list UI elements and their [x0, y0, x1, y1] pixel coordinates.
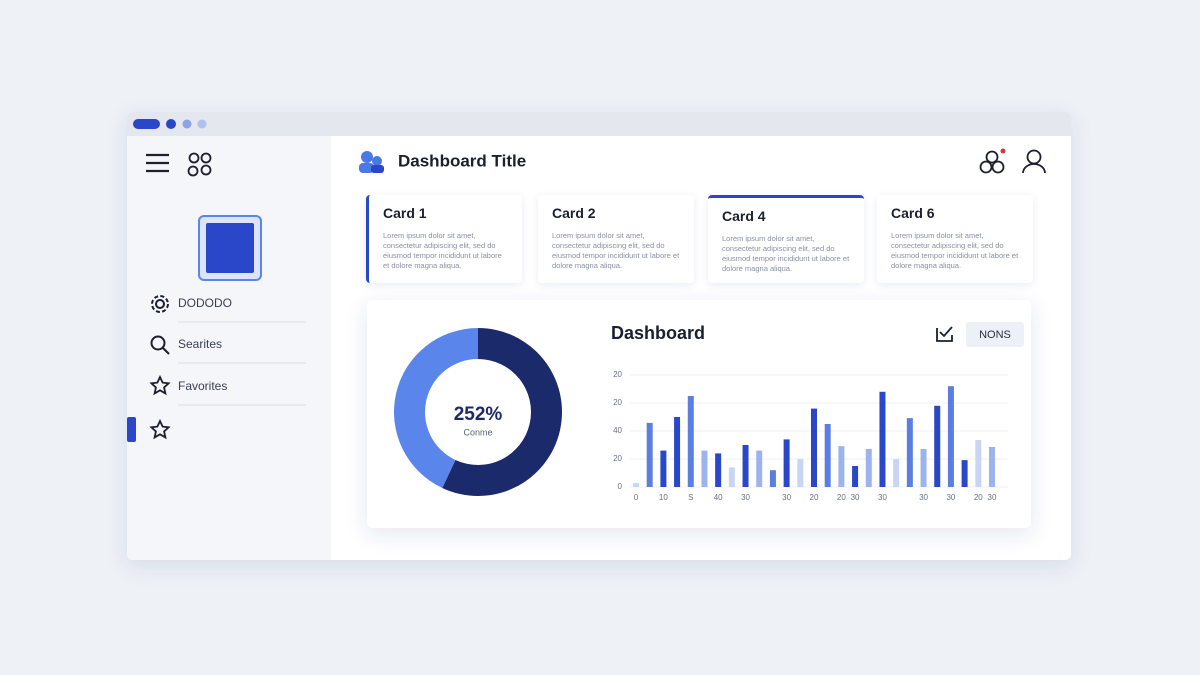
- card-title: Card 6: [891, 205, 935, 221]
- team-button[interactable]: [979, 150, 1005, 174]
- y-tick-label: 40: [613, 426, 622, 435]
- panel-title: Dashboard: [611, 323, 705, 343]
- x-tick-label: 40: [714, 493, 723, 502]
- x-tick-label: 30: [919, 493, 928, 502]
- x-tick-label: 30: [782, 493, 791, 502]
- bar: [852, 466, 859, 487]
- bar: [838, 446, 845, 487]
- donut-label: Conme: [463, 427, 492, 437]
- search-icon[interactable]: [150, 335, 170, 355]
- x-tick-label: 10: [659, 493, 668, 502]
- bar: [947, 386, 954, 487]
- favorites-icon[interactable]: [149, 374, 171, 396]
- x-tick-label: 20: [837, 493, 846, 502]
- notification-dot: [1000, 148, 1006, 154]
- x-tick-label: 30: [851, 493, 860, 502]
- donut-segment: [394, 328, 478, 489]
- bar: [783, 439, 790, 487]
- menu-button[interactable]: [146, 153, 169, 173]
- card-text: Lorem ipsum dolor sit amet, consectetur …: [891, 231, 1019, 270]
- y-tick-label: 20: [613, 454, 622, 463]
- title-bar: [127, 112, 1071, 136]
- nav-item[interactable]: DODODO: [178, 296, 232, 310]
- bar: [742, 445, 749, 487]
- settings-icon[interactable]: [151, 295, 169, 313]
- x-tick-label: 20: [974, 493, 983, 502]
- bar: [920, 448, 927, 487]
- logo: [206, 223, 254, 273]
- bar: [879, 391, 886, 487]
- profile-button[interactable]: [1022, 149, 1046, 174]
- card: Card 6 Lorem ipsum dolor sit amet, consec…: [877, 195, 1033, 283]
- donut-value: 252%: [454, 404, 503, 425]
- brand-icon: [359, 151, 384, 173]
- x-tick-label: 30: [946, 493, 955, 502]
- donut-segment: [442, 328, 563, 496]
- card: Card 1 Lorem ipsum dolor sit amet, consec…: [366, 195, 522, 283]
- active-indicator: [127, 417, 136, 442]
- bar: [769, 470, 776, 487]
- bar: [646, 422, 653, 487]
- bar: [893, 459, 900, 487]
- check-icon[interactable]: [936, 326, 953, 342]
- y-tick-label: 20: [613, 370, 622, 379]
- bar: [961, 460, 968, 487]
- x-tick-label: S: [688, 493, 693, 502]
- card-title: Card 2: [552, 205, 596, 221]
- card: Card 4 Lorem ipsum dolor sit amet, consec…: [708, 195, 864, 283]
- bar: [687, 396, 694, 487]
- bar: [865, 448, 872, 487]
- apps-icon[interactable]: [187, 152, 212, 177]
- bar: [728, 467, 735, 487]
- button[interactable]: [966, 322, 1024, 347]
- nav-item[interactable]: Favorites: [178, 379, 227, 393]
- card-text: Lorem ipsum dolor sit amet, consectetur …: [383, 231, 502, 270]
- bar: [701, 450, 708, 487]
- star-icon[interactable]: [149, 418, 171, 440]
- x-tick-label: 30: [988, 493, 997, 502]
- window-control[interactable]: [182, 119, 192, 129]
- window-control[interactable]: [166, 119, 176, 129]
- bar: [906, 418, 913, 487]
- x-tick-label: 20: [810, 493, 819, 502]
- bar: [824, 424, 831, 487]
- card-title: Card 4: [722, 208, 766, 224]
- bar: [715, 453, 722, 487]
- sidebar: [127, 136, 331, 560]
- bar: [811, 408, 817, 487]
- card-text: Lorem ipsum dolor sit amet, consectetur …: [722, 234, 850, 273]
- y-tick-label: 20: [613, 398, 622, 407]
- window-control[interactable]: [133, 119, 160, 129]
- window-control[interactable]: [197, 119, 207, 129]
- button-label[interactable]: NONS: [979, 329, 1011, 341]
- bar: [989, 446, 995, 487]
- header-title: Dashboard Title: [398, 151, 526, 170]
- nav-item[interactable]: Searites: [178, 337, 222, 351]
- card-title: Card 1: [383, 205, 427, 221]
- bar: [934, 405, 941, 487]
- bar: [756, 450, 763, 487]
- x-tick-label: 30: [741, 493, 750, 502]
- bar: [633, 483, 639, 487]
- x-tick-label: 30: [878, 493, 887, 502]
- bar: [797, 459, 804, 487]
- card-text: Lorem ipsum dolor sit amet, consectetur …: [552, 231, 680, 270]
- x-tick-label: 0: [634, 493, 639, 502]
- bar: [975, 439, 982, 487]
- y-tick-label: 0: [618, 482, 623, 491]
- bar: [660, 450, 667, 487]
- bar: [674, 417, 681, 487]
- card: Card 2 Lorem ipsum dolor sit amet, consec…: [538, 195, 694, 283]
